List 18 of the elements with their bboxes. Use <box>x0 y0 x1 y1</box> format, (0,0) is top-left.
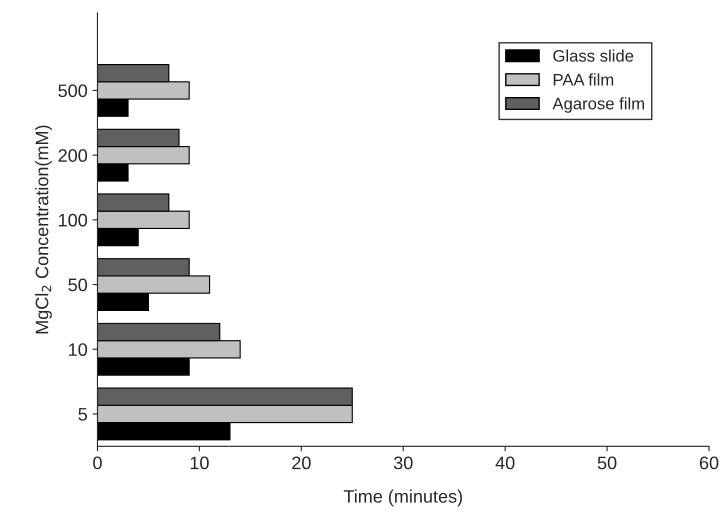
y-axis-title: MgCl$_{2}$ Concentration(mM) <box>35 126 52 334</box>
x-axis-title: Time (minutes) <box>344 490 462 506</box>
x-tick-label: 20 <box>292 456 311 470</box>
y-tick-label: 200 <box>58 149 88 162</box>
x-tick-label: 40 <box>496 456 514 470</box>
legend-label: Agarose film <box>552 97 644 113</box>
x-tick-label: 0 <box>93 456 102 470</box>
x-tick-label: 10 <box>190 456 209 470</box>
x-tick-label: 30 <box>394 456 413 470</box>
legend-label: Glass slide <box>553 50 634 62</box>
y-tick-label: 10 <box>69 343 88 356</box>
y-tick-label: 100 <box>59 214 88 227</box>
x-tick-label: 60 <box>700 456 718 470</box>
legend-label: PAA film <box>554 73 614 86</box>
y-tick-label: 500 <box>58 84 88 98</box>
y-tick-label: 5 <box>78 408 87 421</box>
y-tick-label: 50 <box>68 278 88 292</box>
x-tick-label: 50 <box>598 456 616 470</box>
